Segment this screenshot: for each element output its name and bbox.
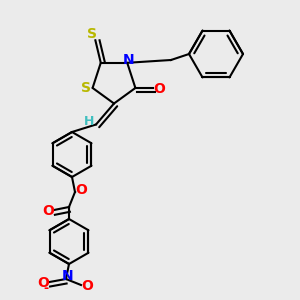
Text: O: O — [76, 184, 88, 197]
Text: -: - — [43, 282, 49, 295]
Text: O: O — [42, 204, 54, 218]
Text: N: N — [62, 269, 73, 283]
Text: S: S — [87, 27, 98, 41]
Text: O: O — [37, 276, 49, 289]
Text: S: S — [81, 81, 91, 95]
Text: N: N — [123, 53, 134, 68]
Text: O: O — [154, 82, 165, 97]
Text: H: H — [84, 115, 94, 128]
Text: O: O — [82, 279, 94, 292]
